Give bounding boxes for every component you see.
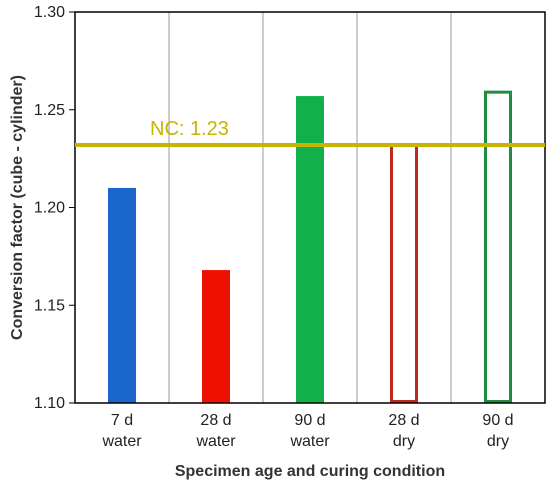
x-tick-label-line: dry [393, 433, 415, 450]
y-axis-ticks: 1.10 1.15 1.20 1.25 1.30 [34, 4, 75, 412]
x-tick-label-line: water [289, 433, 330, 450]
bar-2 [296, 96, 324, 403]
reference-line-label: NC: 1.23 [150, 118, 229, 140]
y-tick-label: 1.20 [34, 200, 65, 217]
x-tick-label: 90 d water [289, 412, 330, 450]
x-tick-label: 7 d water [101, 412, 142, 450]
x-tick-label-line: 7 d [111, 412, 133, 429]
x-tick-label-line: 28 d [200, 412, 231, 429]
reference-line: NC: 1.23 [75, 118, 545, 147]
x-tick-label: 28 d dry [388, 412, 419, 450]
x-tick-label-line: water [101, 433, 142, 450]
x-axis-ticks: 7 d water 28 d water 90 d water 28 d dry 90 d dry [101, 412, 513, 450]
y-tick-label: 1.25 [34, 102, 65, 119]
x-axis-title: Specimen age and curing condition [175, 463, 445, 480]
x-tick-label-line: water [195, 433, 236, 450]
x-tick-label-line: 90 d [294, 412, 325, 429]
x-tick-label: 28 d water [195, 412, 236, 450]
bar-4 [484, 90, 512, 403]
x-tick-label-line: 90 d [482, 412, 513, 429]
x-tick-label: 90 d dry [482, 412, 513, 450]
y-tick-label: 1.30 [34, 4, 65, 21]
x-tick-label-line: 28 d [388, 412, 419, 429]
x-tick-label-line: dry [487, 433, 509, 450]
y-tick-label: 1.10 [34, 395, 65, 412]
grid-lines [168, 12, 452, 403]
bar-3 [390, 143, 418, 403]
y-axis-title: Conversion factor (cube - cylinder) [9, 75, 26, 340]
bar-1 [202, 270, 230, 403]
bar-0 [108, 187, 136, 403]
y-tick-label: 1.15 [34, 297, 65, 314]
